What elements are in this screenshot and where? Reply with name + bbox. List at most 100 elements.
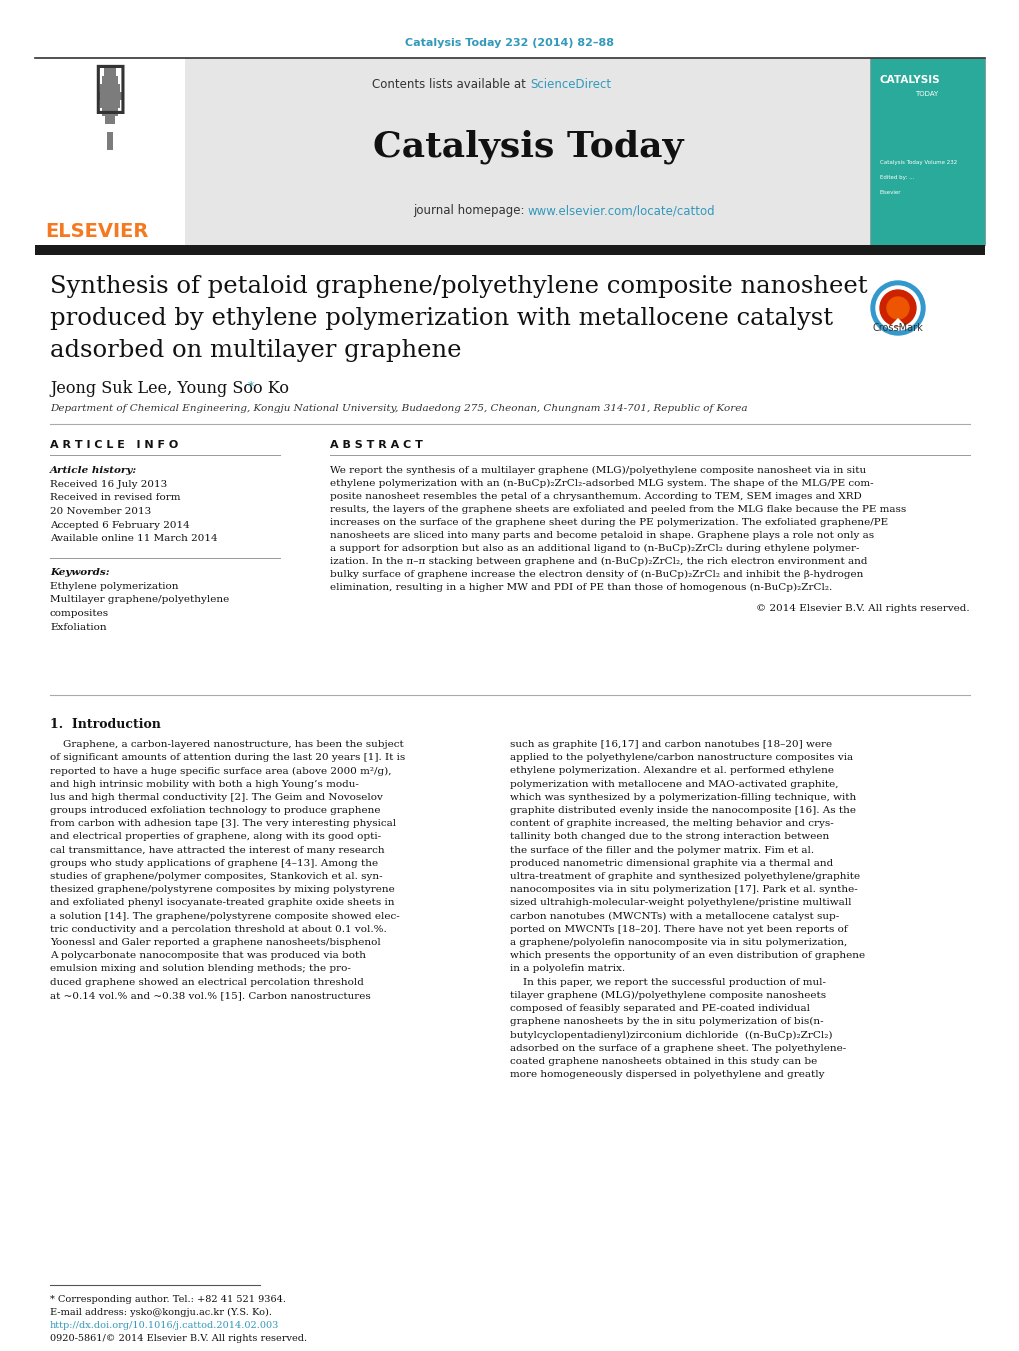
- Text: TODAY: TODAY: [914, 91, 937, 97]
- Text: Catalysis Today Volume 232: Catalysis Today Volume 232: [879, 159, 956, 165]
- Bar: [184, 58, 869, 245]
- Text: Received 16 July 2013: Received 16 July 2013: [50, 480, 167, 489]
- Text: http://dx.doi.org/10.1016/j.cattod.2014.02.003: http://dx.doi.org/10.1016/j.cattod.2014.…: [50, 1321, 279, 1329]
- Text: ization. In the π–π stacking between graphene and (n-BuCp)₂ZrCl₂, the rich elect: ization. In the π–π stacking between gra…: [330, 557, 866, 566]
- Bar: [107, 132, 113, 150]
- Text: In this paper, we report the successful production of mul-: In this paper, we report the successful …: [510, 978, 825, 986]
- Text: *: *: [248, 380, 254, 393]
- Polygon shape: [890, 317, 905, 326]
- Text: groups who study applications of graphene [4–13]. Among the: groups who study applications of graphen…: [50, 859, 378, 867]
- Text: E-mail address: ysko@kongju.ac.kr (Y.S. Ko).: E-mail address: ysko@kongju.ac.kr (Y.S. …: [50, 1308, 272, 1317]
- Text: Department of Chemical Engineering, Kongju National University, Budaedong 275, C: Department of Chemical Engineering, Kong…: [50, 404, 747, 413]
- Text: studies of graphene/polymer composites, Stankovich et al. syn-: studies of graphene/polymer composites, …: [50, 871, 382, 881]
- Text: butylcyclopentadienyl)zirconium dichloride  ((n-BuCp)₂ZrCl₂): butylcyclopentadienyl)zirconium dichlori…: [510, 1031, 832, 1039]
- Text: Jeong Suk Lee, Young Soo Ko: Jeong Suk Lee, Young Soo Ko: [50, 380, 288, 397]
- Text: bulky surface of graphene increase the electron density of (n-BuCp)₂ZrCl₂ and in: bulky surface of graphene increase the e…: [330, 570, 862, 580]
- Bar: [100, 84, 120, 92]
- Text: Received in revised form: Received in revised form: [50, 493, 180, 503]
- Text: Exfoliation: Exfoliation: [50, 623, 107, 631]
- Circle shape: [870, 281, 924, 335]
- Text: 🌲: 🌲: [94, 62, 126, 116]
- Text: and exfoliated phenyl isocyanate-treated graphite oxide sheets in: and exfoliated phenyl isocyanate-treated…: [50, 898, 394, 908]
- Text: We report the synthesis of a multilayer graphene (MLG)/polyethylene composite na: We report the synthesis of a multilayer …: [330, 466, 865, 476]
- Text: Accepted 6 February 2014: Accepted 6 February 2014: [50, 520, 190, 530]
- Circle shape: [879, 290, 915, 326]
- Text: more homogeneously dispersed in polyethylene and greatly: more homogeneously dispersed in polyethy…: [510, 1070, 823, 1079]
- Text: carbon nanotubes (MWCNTs) with a metallocene catalyst sup-: carbon nanotubes (MWCNTs) with a metallo…: [510, 912, 839, 921]
- Text: the surface of the filler and the polymer matrix. Fim et al.: the surface of the filler and the polyme…: [510, 846, 813, 855]
- Text: Article history:: Article history:: [50, 466, 138, 476]
- Bar: [102, 76, 118, 84]
- Text: content of graphite increased, the melting behavior and crys-: content of graphite increased, the melti…: [510, 819, 833, 828]
- Text: CATALYSIS: CATALYSIS: [879, 76, 940, 85]
- Text: which presents the opportunity of an even distribution of graphene: which presents the opportunity of an eve…: [510, 951, 864, 961]
- Text: © 2014 Elsevier B.V. All rights reserved.: © 2014 Elsevier B.V. All rights reserved…: [756, 604, 969, 613]
- Bar: [102, 108, 118, 116]
- Text: posite nanosheet resembles the petal of a chrysanthemum. According to TEM, SEM i: posite nanosheet resembles the petal of …: [330, 492, 861, 501]
- Text: increases on the surface of the graphene sheet during the PE polymerization. The: increases on the surface of the graphene…: [330, 517, 888, 527]
- Text: ethylene polymerization with an (n-BuCp)₂ZrCl₂-adsorbed MLG system. The shape of: ethylene polymerization with an (n-BuCp)…: [330, 480, 872, 488]
- Bar: [869, 58, 984, 245]
- Text: a graphene/polyolefin nanocomposite via in situ polymerization,: a graphene/polyolefin nanocomposite via …: [510, 938, 847, 947]
- Circle shape: [887, 297, 908, 319]
- Text: 1.  Introduction: 1. Introduction: [50, 717, 161, 731]
- Text: www.elsevier.com/locate/cattod: www.elsevier.com/locate/cattod: [528, 204, 715, 218]
- Text: at ~0.14 vol.% and ~0.38 vol.% [15]. Carbon nanostructures: at ~0.14 vol.% and ~0.38 vol.% [15]. Car…: [50, 990, 370, 1000]
- Text: tilayer graphene (MLG)/polyethylene composite nanosheets: tilayer graphene (MLG)/polyethylene comp…: [510, 990, 825, 1000]
- Text: composites: composites: [50, 609, 109, 617]
- Text: such as graphite [16,17] and carbon nanotubes [18–20] were: such as graphite [16,17] and carbon nano…: [510, 740, 832, 748]
- Text: elimination, resulting in a higher MW and PDI of PE than those of homogenous (n-: elimination, resulting in a higher MW an…: [330, 584, 832, 592]
- Text: A R T I C L E   I N F O: A R T I C L E I N F O: [50, 440, 178, 450]
- Text: ultra-treatment of graphite and synthesized polyethylene/graphite: ultra-treatment of graphite and synthesi…: [510, 871, 859, 881]
- Text: Yoonessl and Galer reported a graphene nanosheets/bisphenol: Yoonessl and Galer reported a graphene n…: [50, 938, 380, 947]
- Text: Catalysis Today 232 (2014) 82–88: Catalysis Today 232 (2014) 82–88: [406, 38, 613, 49]
- Text: journal homepage:: journal homepage:: [413, 204, 528, 218]
- Bar: [104, 68, 116, 76]
- Text: results, the layers of the graphene sheets are exfoliated and peeled from the ML: results, the layers of the graphene shee…: [330, 505, 905, 513]
- Text: groups introduced exfoliation technology to produce graphene: groups introduced exfoliation technology…: [50, 807, 380, 815]
- Text: ported on MWCNTs [18–20]. There have not yet been reports of: ported on MWCNTs [18–20]. There have not…: [510, 925, 847, 934]
- Text: applied to the polyethylene/carbon nanostructure composites via: applied to the polyethylene/carbon nanos…: [510, 754, 852, 762]
- Circle shape: [875, 286, 919, 330]
- Text: produced nanometric dimensional graphite via a thermal and: produced nanometric dimensional graphite…: [510, 859, 833, 867]
- Text: and electrical properties of graphene, along with its good opti-: and electrical properties of graphene, a…: [50, 832, 381, 842]
- Text: a solution [14]. The graphene/polystyrene composite showed elec-: a solution [14]. The graphene/polystyren…: [50, 912, 399, 920]
- Bar: [35, 58, 184, 245]
- Text: Edited by: ...: Edited by: ...: [879, 176, 913, 180]
- Text: * Corresponding author. Tel.: +82 41 521 9364.: * Corresponding author. Tel.: +82 41 521…: [50, 1296, 285, 1304]
- Text: nanosheets are sliced into many parts and become petaloid in shape. Graphene pla: nanosheets are sliced into many parts an…: [330, 531, 873, 540]
- Text: graphite distributed evenly inside the nanocomposite [16]. As the: graphite distributed evenly inside the n…: [510, 807, 855, 815]
- Text: from carbon with adhesion tape [3]. The very interesting physical: from carbon with adhesion tape [3]. The …: [50, 819, 395, 828]
- Text: produced by ethylene polymerization with metallocene catalyst: produced by ethylene polymerization with…: [50, 307, 833, 330]
- Text: composed of feasibly separated and PE-coated individual: composed of feasibly separated and PE-co…: [510, 1004, 809, 1013]
- Text: 0920-5861/© 2014 Elsevier B.V. All rights reserved.: 0920-5861/© 2014 Elsevier B.V. All right…: [50, 1333, 307, 1343]
- Text: nanocomposites via in situ polymerization [17]. Park et al. synthe-: nanocomposites via in situ polymerizatio…: [510, 885, 857, 894]
- Text: lus and high thermal conductivity [2]. The Geim and Novoselov: lus and high thermal conductivity [2]. T…: [50, 793, 382, 801]
- Text: and high intrinsic mobility with both a high Young’s modu-: and high intrinsic mobility with both a …: [50, 780, 359, 789]
- Text: a support for adsorption but also as an additional ligand to (n-BuCp)₂ZrCl₂ duri: a support for adsorption but also as an …: [330, 544, 859, 553]
- Text: emulsion mixing and solution blending methods; the pro-: emulsion mixing and solution blending me…: [50, 965, 351, 974]
- Bar: [100, 100, 120, 108]
- Text: CrossMark: CrossMark: [872, 323, 922, 332]
- Text: ELSEVIER: ELSEVIER: [45, 222, 148, 240]
- Text: ScienceDirect: ScienceDirect: [530, 78, 610, 91]
- Text: 20 November 2013: 20 November 2013: [50, 507, 151, 516]
- Text: A polycarbonate nanocomposite that was produced via both: A polycarbonate nanocomposite that was p…: [50, 951, 366, 961]
- Text: coated graphene nanosheets obtained in this study can be: coated graphene nanosheets obtained in t…: [510, 1056, 816, 1066]
- Text: Graphene, a carbon-layered nanostructure, has been the subject: Graphene, a carbon-layered nanostructure…: [50, 740, 404, 748]
- Bar: [98, 92, 122, 100]
- Text: sized ultrahigh-molecular-weight polyethylene/pristine multiwall: sized ultrahigh-molecular-weight polyeth…: [510, 898, 851, 908]
- Text: duced graphene showed an electrical percolation threshold: duced graphene showed an electrical perc…: [50, 978, 364, 986]
- Text: Available online 11 March 2014: Available online 11 March 2014: [50, 534, 217, 543]
- Text: tallinity both changed due to the strong interaction between: tallinity both changed due to the strong…: [510, 832, 828, 842]
- Text: cal transmittance, have attracted the interest of many research: cal transmittance, have attracted the in…: [50, 846, 384, 855]
- Bar: [105, 116, 115, 124]
- Text: A B S T R A C T: A B S T R A C T: [330, 440, 423, 450]
- Text: ethylene polymerization. Alexandre et al. performed ethylene: ethylene polymerization. Alexandre et al…: [510, 766, 834, 775]
- Bar: [35, 245, 984, 255]
- Text: in a polyolefin matrix.: in a polyolefin matrix.: [510, 965, 625, 974]
- Text: adsorbed on multilayer graphene: adsorbed on multilayer graphene: [50, 339, 461, 362]
- Text: Contents lists available at: Contents lists available at: [372, 78, 530, 91]
- Text: Elsevier: Elsevier: [879, 190, 901, 195]
- Text: of significant amounts of attention during the last 20 years [1]. It is: of significant amounts of attention duri…: [50, 754, 405, 762]
